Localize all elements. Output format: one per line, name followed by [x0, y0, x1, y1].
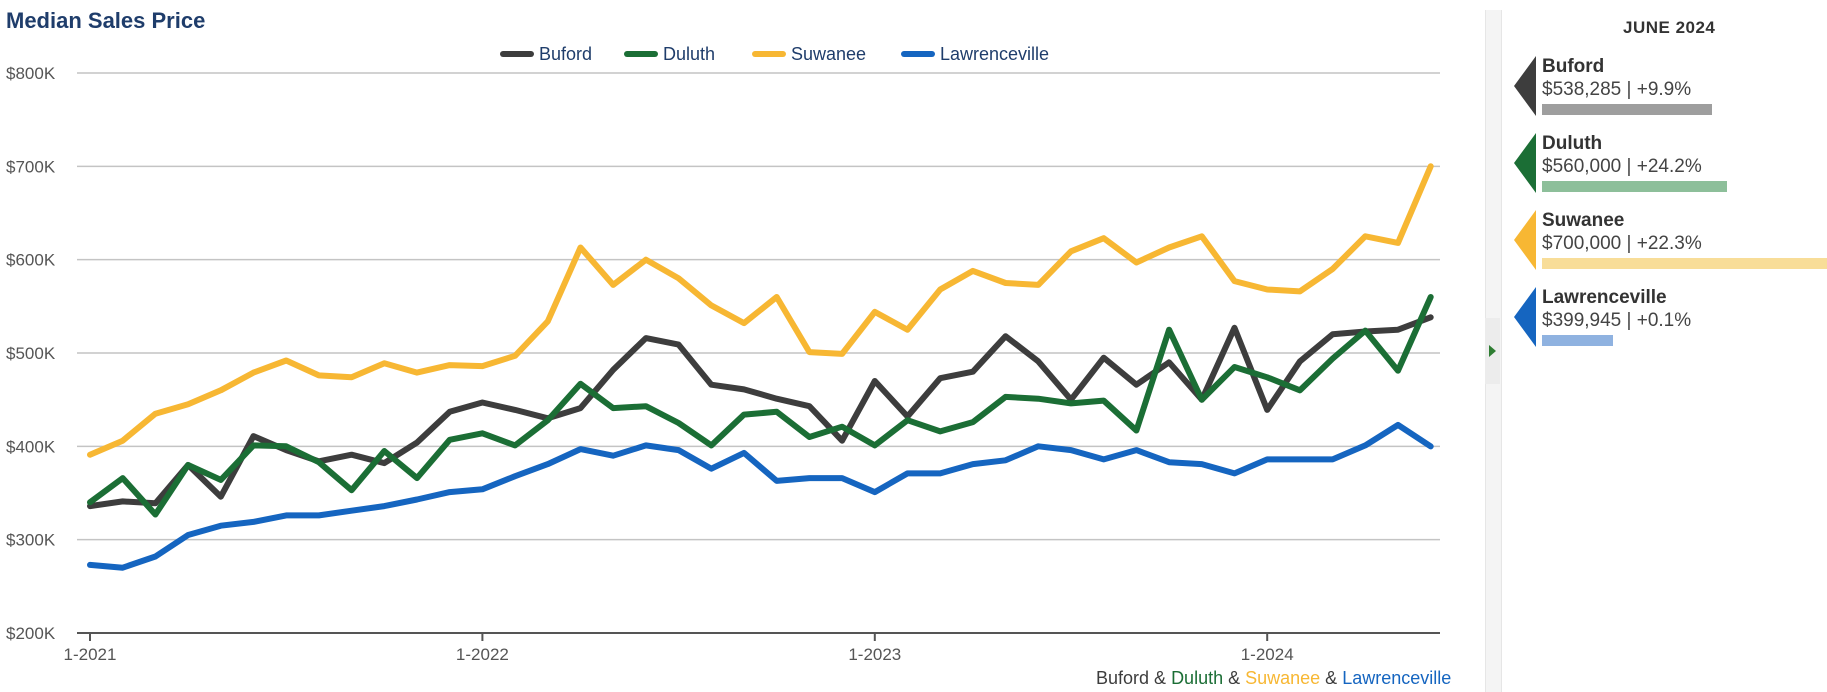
chevron-right-icon [1489, 345, 1496, 357]
series-line-duluth [87, 294, 1434, 518]
city-price-bar [1542, 258, 1827, 269]
footer-separator: & [1223, 668, 1246, 688]
city-price-bar [1542, 181, 1727, 192]
legend-label: Duluth [663, 44, 715, 64]
city-summary-card: Suwanee $700,000 | +22.3% [1505, 210, 1827, 280]
footer-city-name: Suwanee [1245, 668, 1321, 688]
y-tick-label: $800K [6, 64, 56, 83]
chart-title: Median Sales Price [6, 8, 206, 33]
chart-legend[interactable]: Buford Duluth Suwanee Lawrenceville [500, 44, 1049, 64]
line-chart: $200K $300K $400K $500K $600K $700K $800K 1-20… [6, 44, 1440, 664]
x-tick-label: 1-2023 [848, 645, 901, 664]
footer-city-name: Duluth [1171, 668, 1224, 688]
legend-label: Lawrenceville [940, 44, 1049, 64]
y-tick-label: $600K [6, 251, 56, 270]
city-marker-icon [1514, 133, 1536, 193]
gridlines [77, 72, 1440, 634]
city-name: Lawrenceville [1542, 287, 1667, 308]
series-line-suwanee [87, 163, 1434, 458]
city-price-change: $538,285 | +9.9% [1542, 79, 1692, 100]
collapse-panel-toggle[interactable] [1485, 318, 1500, 384]
y-axis: $200K $300K $400K $500K $600K $700K $800K [6, 64, 56, 643]
y-tick-label: $700K [6, 157, 56, 176]
city-price-bar [1542, 104, 1712, 115]
footer-credit: Buford & Duluth & Suwanee & Lawrencevill… [1096, 668, 1451, 689]
city-marker-icon [1514, 287, 1536, 347]
legend-item-lawrenceville[interactable]: Lawrenceville [901, 44, 1049, 64]
legend-label: Suwanee [791, 44, 866, 64]
legend-item-suwanee[interactable]: Suwanee [752, 44, 866, 64]
city-name: Duluth [1542, 133, 1603, 154]
x-tick-label: 1-2022 [456, 645, 509, 664]
city-price-change: $700,000 | +22.3% [1542, 233, 1702, 254]
series-line-lawrenceville [87, 421, 1434, 571]
footer-separator: & [1320, 668, 1343, 688]
y-tick-label: $300K [6, 531, 56, 550]
panel-period-label: JUNE 2024 [1623, 18, 1716, 37]
city-marker-icon [1514, 56, 1536, 116]
footer-city-name: Lawrenceville [1342, 668, 1452, 688]
y-tick-label: $200K [6, 624, 56, 643]
city-marker-icon [1514, 210, 1536, 270]
city-price-change: $399,945 | +0.1% [1542, 310, 1692, 331]
series-lines [87, 163, 1434, 571]
city-price-change: $560,000 | +24.2% [1542, 156, 1702, 177]
city-summary-card: Duluth $560,000 | +24.2% [1505, 133, 1827, 203]
legend-item-buford[interactable]: Buford [500, 44, 592, 64]
x-tick-label: 1-2024 [1241, 645, 1294, 664]
legend-label: Buford [539, 44, 592, 64]
x-tick-label: 1-2021 [64, 645, 117, 664]
footer-city-name: Buford [1096, 668, 1150, 688]
city-summary-card: Lawrenceville $399,945 | +0.1% [1505, 287, 1827, 357]
city-price-bar [1542, 335, 1613, 346]
city-name: Suwanee [1542, 210, 1625, 231]
city-summary-card: Buford $538,285 | +9.9% [1505, 56, 1827, 126]
footer-separator: & [1149, 668, 1172, 688]
legend-item-duluth[interactable]: Duluth [624, 44, 715, 64]
summary-panel: JUNE 2024 Buford $538,285 | +9.9% Duluth $5… [1505, 0, 1827, 692]
x-axis: 1-2021 1-2022 1-2023 1-2024 [64, 632, 1440, 664]
y-tick-label: $500K [6, 344, 56, 363]
city-name: Buford [1542, 56, 1605, 77]
y-tick-label: $400K [6, 437, 56, 456]
